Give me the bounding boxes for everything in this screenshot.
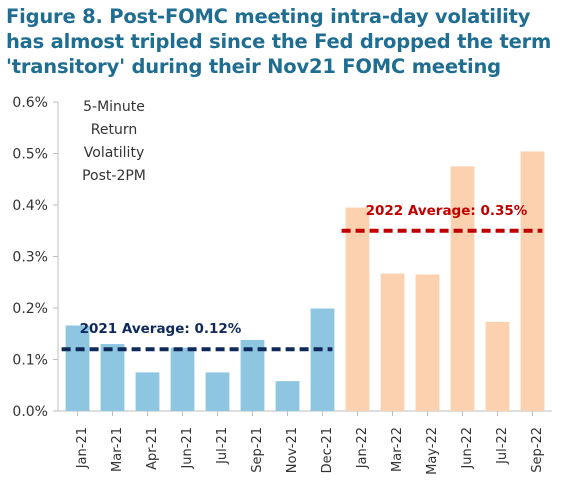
bar: [345, 207, 370, 411]
x-tick-label: Apr-21: [145, 427, 160, 470]
annotation-line: Post-2PM: [82, 168, 146, 184]
x-tick-label: Jul-21: [215, 427, 230, 465]
annotation-line: 5-Minute: [83, 99, 145, 115]
annotation-line: Volatility: [84, 145, 144, 161]
bar: [450, 166, 475, 411]
average-lines: 2021 Average: 0.12% 2022 Average: 0.35%: [61, 203, 543, 352]
y-tick-label: 0.3%: [12, 250, 48, 266]
bar: [310, 308, 335, 411]
average-label: 2021 Average: 0.12%: [80, 321, 242, 337]
x-tick-label: Sep-22: [530, 427, 545, 473]
x-tick-label: Sep-21: [250, 427, 265, 473]
bar: [520, 151, 545, 411]
x-tick-label: Mar-22: [390, 427, 405, 472]
y-tick-label: 0.2%: [12, 301, 48, 317]
x-tick-label: Jul-22: [495, 427, 510, 465]
x-tick-label: Jan-21: [75, 427, 90, 469]
y-axis: 0.0% 0.1% 0.2% 0.3% 0.4% 0.5% 0.6%: [12, 95, 59, 420]
bars: [65, 151, 545, 411]
y-tick-label: 0.4%: [12, 198, 48, 214]
x-tick-label: Jan-22: [355, 427, 370, 469]
x-tick-label: Mar-21: [110, 427, 125, 472]
bar: [205, 372, 230, 411]
x-axis: Jan-21 Mar-21 Apr-21 Jun-21 Jul-21 Sep-21 Nov-…: [58, 410, 552, 475]
y-tick-label: 0.0%: [12, 404, 48, 420]
bar: [100, 344, 125, 411]
bar: [65, 325, 90, 411]
x-tick-label: May-22: [425, 427, 440, 475]
x-tick-label: Jun-21: [180, 427, 195, 470]
annotation-line: Return: [91, 122, 137, 138]
bar: [275, 381, 300, 411]
page-title: Figure 8. Post-FOMC meeting intra-day vo…: [6, 5, 552, 78]
bar: [240, 339, 265, 411]
bar: [485, 321, 510, 411]
x-tick-label: Dec-21: [320, 427, 335, 473]
x-tick-label: Nov-21: [285, 427, 300, 473]
y-tick-label: 0.1%: [12, 353, 48, 369]
average-label: 2022 Average: 0.35%: [366, 203, 528, 219]
bar: [170, 347, 195, 411]
chart-annotation: 5-Minute Return Volatility Post-2PM: [82, 99, 146, 184]
bar: [135, 372, 160, 411]
x-tick-label: Jun-22: [460, 427, 475, 470]
y-tick-label: 0.6%: [12, 95, 48, 111]
bar: [380, 273, 405, 411]
y-tick-label: 0.5%: [12, 147, 48, 163]
bar: [415, 274, 440, 411]
